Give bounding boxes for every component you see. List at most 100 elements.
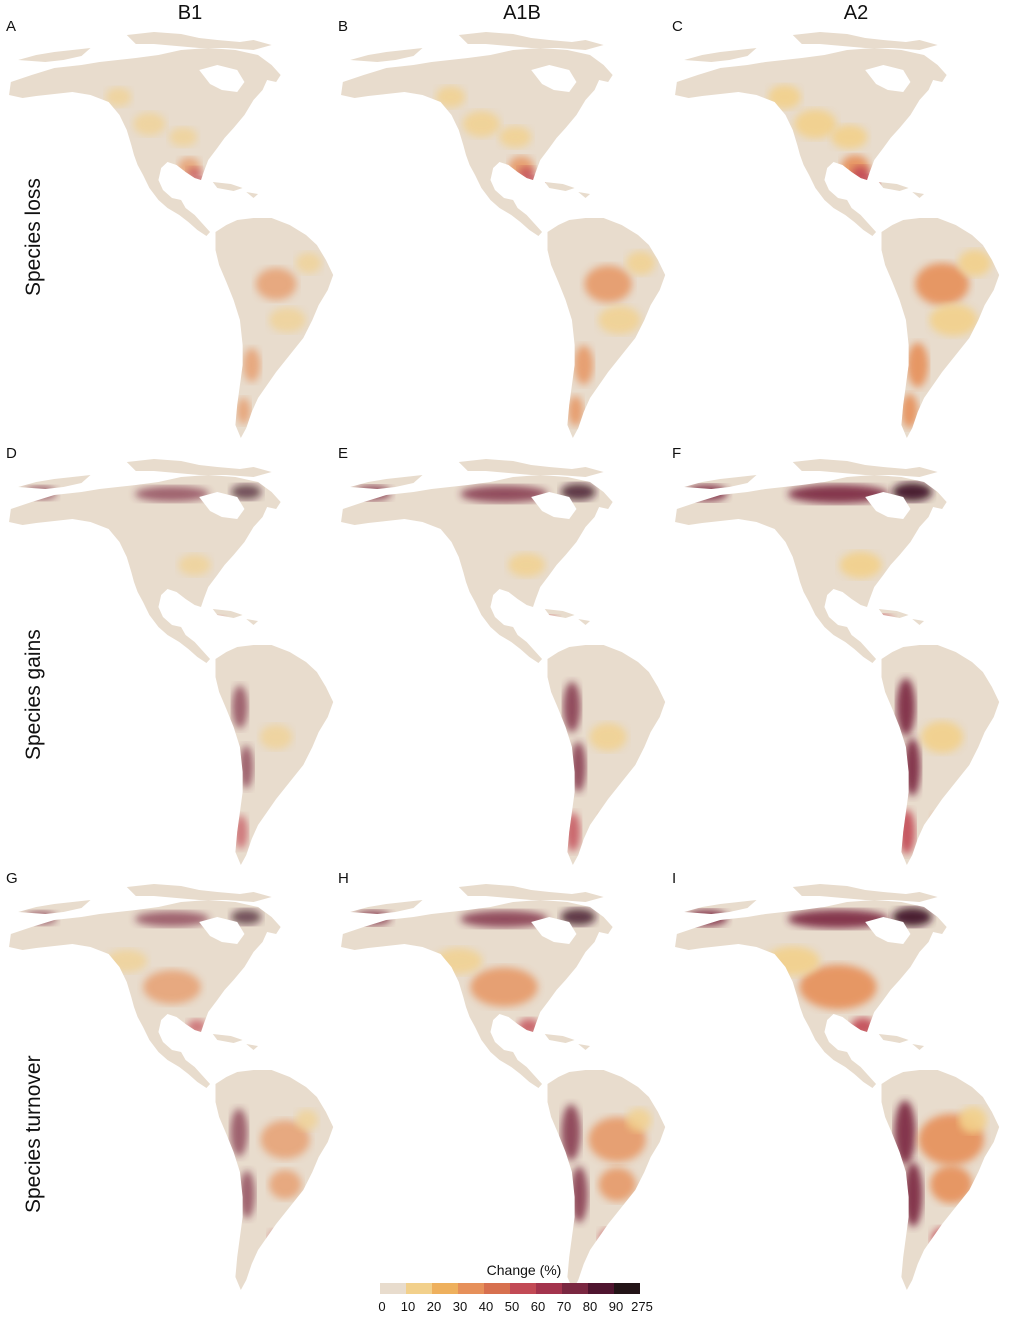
change-hotspot [958,1106,988,1134]
change-hotspot [929,304,978,336]
change-hotspot [233,815,248,849]
change-hotspot [851,165,871,183]
land-shape [18,884,272,914]
land-mass [675,884,1000,1290]
change-hotspot [574,345,594,385]
change-hotspot [584,265,632,303]
legend-tick-label: 60 [530,1299,546,1314]
land-shape [215,645,334,865]
land-shape [878,609,925,625]
legend-tick-label: 0 [378,1299,386,1314]
change-hotspot [626,1108,652,1132]
americas-map [341,32,666,438]
change-hotspot [901,393,918,429]
change-hotspot [598,305,641,335]
americas-map [675,32,1000,438]
change-hotspot [106,949,148,973]
change-hotspot [892,482,933,502]
change-hotspot [259,724,293,750]
hudson-bay [531,917,577,944]
change-hotspot [768,84,802,110]
change-hotspot [787,484,889,504]
land-shape [544,609,591,625]
change-hotspot [903,738,921,796]
americas-map [675,884,1000,1290]
change-hotspot [563,681,581,733]
land-shape [878,182,925,198]
column-title-b1: B1 [177,2,203,24]
column-title-a1b: A1B [503,2,541,24]
change-hotspot [598,1167,636,1202]
americas-map [341,459,666,865]
hudson-bay [199,492,245,519]
land-shape [350,884,604,914]
hudson-bay [199,917,245,944]
change-hotspot [567,395,584,427]
legend-tick-label: 20 [426,1299,442,1314]
change-hotspot [239,1170,256,1219]
change-hotspot [892,907,933,927]
land-shape [212,609,259,625]
change-hotspot [850,1017,876,1037]
legend-tick-label: 30 [452,1299,468,1314]
change-hotspot [921,721,964,753]
change-hotspot [143,970,201,1004]
map-panel-g: G [0,870,335,1297]
change-hotspot [560,483,596,501]
land-shape [881,645,1000,865]
panel-letter: D [6,445,17,462]
change-hotspot [260,1120,310,1159]
change-hotspot [898,809,916,855]
hudson-bay [865,917,911,944]
legend-swatch [484,1283,510,1294]
change-hotspot [570,741,586,793]
change-hotspot [903,1162,923,1227]
change-hotspot [230,1108,248,1157]
change-hotspot [589,722,627,752]
change-hotspot [931,1226,962,1252]
panel-letter: C [672,18,683,35]
panel-letter: H [338,870,349,887]
change-hotspot [236,397,251,425]
land-shape [212,1034,259,1050]
land-shape [350,459,604,489]
change-hotspot [896,678,916,736]
map-panel-f: F [666,445,1001,872]
change-hotspot [599,813,625,833]
change-hotspot [462,111,501,137]
hudson-bay [865,492,911,519]
change-hotspot [831,124,868,150]
change-hotspot [507,553,546,577]
change-hotspot [134,486,210,502]
americas-map [9,32,334,438]
change-hotspot [435,948,483,974]
land-shape [18,459,272,489]
land-mass [675,459,1000,865]
hudson-bay [531,65,577,92]
legend-swatch [380,1283,406,1294]
change-hotspot [239,745,254,789]
legend-tick-label: 275 [631,1299,653,1314]
change-hotspot [232,685,248,729]
change-hotspot [269,307,306,333]
map-panel-e: E [332,445,667,872]
change-hotspot [499,126,532,148]
change-hotspot [169,127,198,147]
change-hotspot [518,166,536,182]
map-panel-h: H [332,870,667,1297]
land-shape [684,32,938,62]
land-shape [9,900,281,1088]
column-title-a2: A2 [843,2,869,24]
change-hotspot [460,910,548,928]
color-legend: Change (%) 0 10 20 30 40 50 60 70 80 90 275 [378,1260,678,1318]
legend-tick-label: 40 [478,1299,494,1314]
land-mass [341,884,666,1290]
panel-letter: I [672,870,677,887]
map-panel-a: A [0,18,335,445]
change-hotspot [295,1109,319,1131]
change-hotspot [178,554,211,576]
legend-tick-label: 70 [556,1299,572,1314]
land-shape [544,1034,591,1050]
land-mass [675,32,1000,438]
change-hotspot [626,251,656,275]
